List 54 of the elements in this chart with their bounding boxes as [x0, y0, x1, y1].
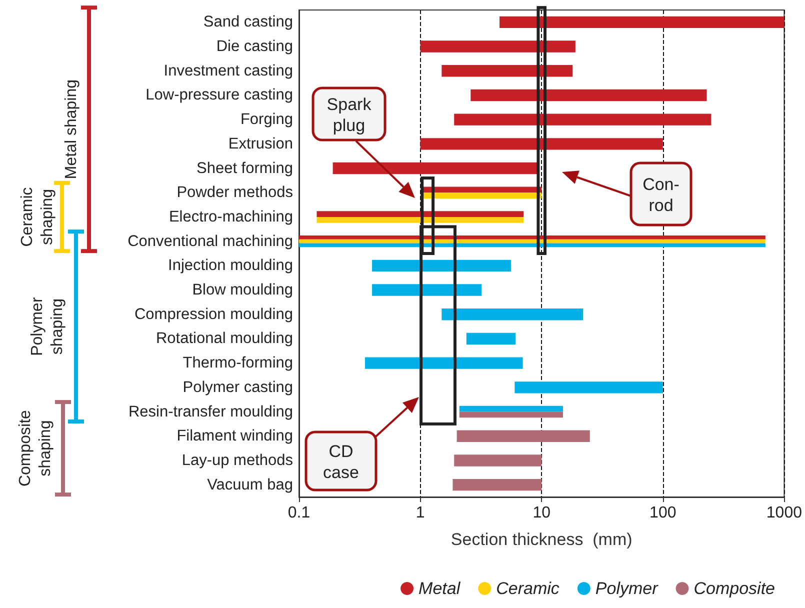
y-tick-label: Injection moulding [168, 257, 293, 274]
bar [420, 138, 663, 150]
text: Polymer shaping [29, 296, 66, 356]
bar [470, 89, 707, 102]
bar [500, 16, 784, 28]
x-axis-title: Section thickness (mm) [450, 530, 632, 549]
legend-label: Composite [694, 579, 776, 598]
legend-label: Polymer [595, 579, 660, 598]
legend-label: Metal [418, 579, 462, 598]
y-tick-label: Lay-up methods [182, 452, 294, 469]
y-tick-label: Die casting [216, 38, 293, 56]
y-tick-label: Compression moulding [134, 306, 293, 323]
bar [466, 332, 516, 345]
annotation: Spark plug [326, 95, 372, 135]
annotation: Con-rod [642, 175, 680, 215]
x-tick-label: 100 [650, 504, 676, 522]
y-tick-label: Low-pressure casting [146, 86, 293, 104]
bar [364, 357, 523, 369]
bar [452, 478, 542, 491]
y-tick-label: Filament winding [176, 428, 293, 445]
bar [442, 65, 573, 77]
bar [372, 260, 512, 272]
y-tick-label: Thermo-forming [182, 354, 293, 372]
bar [316, 216, 524, 223]
y-tick-label: Powder methods [176, 184, 294, 202]
y-tick-label: Rotational moulding [156, 330, 293, 348]
y-tick-label: Forging [240, 111, 293, 128]
legend-label: Ceramic [496, 579, 560, 598]
y-tick-label: Resin-transfer moulding [128, 403, 293, 420]
bar [422, 192, 542, 198]
bar [372, 284, 482, 296]
y-tick-label: Blow moulding [192, 282, 293, 299]
x-tick-label: 1000 [766, 504, 802, 522]
y-tick-label: Electro-machining [168, 208, 293, 226]
y-tick-label: Conventional machining [128, 232, 293, 250]
bar [420, 40, 576, 52]
y-tick-label: Vacuum bag [207, 476, 293, 494]
bar [454, 454, 542, 466]
annotation: CD case [323, 442, 359, 482]
bar [454, 114, 712, 126]
y-tick-label: Polymer casting [182, 378, 293, 396]
x-tick-label: 1 [416, 504, 425, 522]
bar [442, 308, 584, 320]
x-tick-label: 0.1 [288, 504, 310, 522]
text: Composite shaping [17, 410, 54, 487]
y-tick-label: Extrusion [228, 135, 293, 152]
y-tick-label: Sand casting [203, 14, 293, 31]
x-tick-label: 10 [532, 504, 551, 522]
bar [456, 430, 590, 442]
y-tick-label: Investment casting [164, 62, 293, 80]
y-tick-label: Sheet forming [196, 160, 293, 177]
bar [514, 382, 663, 394]
text: Ceramic shaping [19, 187, 56, 247]
text: Metal shaping [63, 80, 80, 180]
